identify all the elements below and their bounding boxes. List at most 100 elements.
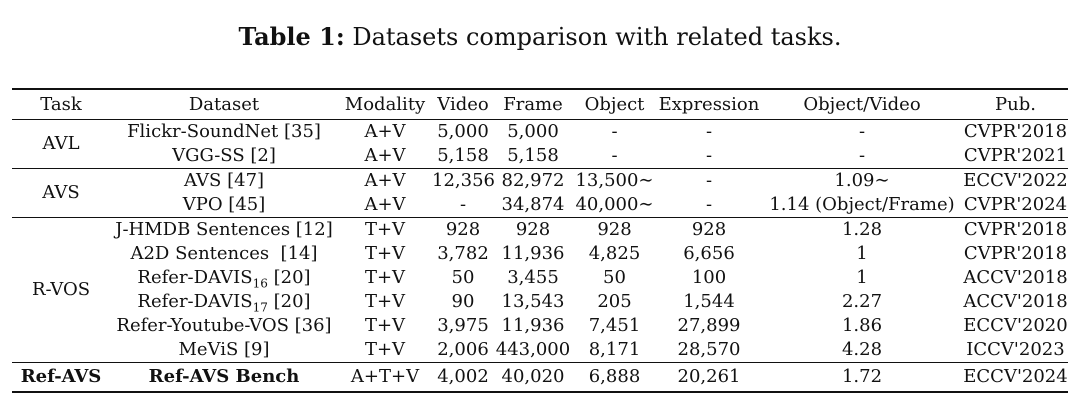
object-cell: 13,500∼: [575, 170, 654, 191]
pub-cell: ACCV'2018: [963, 267, 1068, 288]
object-video-cell: 1: [856, 243, 868, 264]
expression-cell: -: [657, 144, 761, 169]
dataset-cell: VGG-SS [2]: [110, 144, 338, 169]
task-cell: R-VOS: [31, 279, 91, 300]
expression-cell: -: [705, 170, 713, 191]
dataset-cell: Refer-DAVIS17 [20]: [110, 290, 338, 314]
dataset-cell: Flickr-SoundNet [35]: [127, 121, 321, 142]
header-frame: Frame: [503, 94, 563, 115]
frame-cell: 3,455: [507, 267, 559, 288]
video-cell: 3,975: [437, 315, 489, 336]
dataset-cell: J-HMDB Sentences [12]: [115, 219, 333, 240]
object-cell: 4,825: [588, 243, 641, 264]
pub-cell: CVPR'2018: [963, 121, 1068, 142]
task-cell: AVS: [12, 168, 110, 218]
dataset-cell: Refer-DAVIS16 [20]: [110, 266, 338, 290]
modality-cell: A+V: [338, 193, 432, 218]
modality-cell: A+T+V: [338, 362, 432, 393]
object-cell: 205: [597, 291, 632, 312]
dataset-subscript: 17: [252, 300, 268, 315]
header-expression: Expression: [658, 94, 760, 115]
expression-cell: 20,261: [657, 362, 761, 393]
header-modality: Modality: [344, 94, 426, 115]
dataset-cell: AVS [47]: [183, 170, 265, 191]
modality-cell: T+V: [364, 219, 406, 240]
video-cell: 2,006: [437, 339, 489, 360]
dataset-ref: [20]: [267, 291, 311, 312]
frame-cell: 5,000: [507, 121, 559, 142]
object-video-cell: -: [761, 144, 963, 169]
pub-cell: ECCV'2024: [963, 362, 1068, 393]
table-row: Refer-DAVIS16 [20] T+V 50 3,455 50 100 1…: [12, 266, 1068, 290]
expression-cell: 928: [691, 219, 727, 240]
expression-cell: 100: [691, 267, 727, 288]
caption-label: Table 1:: [238, 22, 345, 51]
object-cell: -: [611, 121, 618, 142]
header-video: Video: [437, 94, 489, 115]
header-task: Task: [40, 94, 82, 115]
table-row: VGG-SS [2] A+V 5,158 5,158 - - - CVPR'20…: [12, 144, 1068, 169]
video-cell: 12,356: [432, 170, 495, 191]
expression-cell: 28,570: [677, 339, 741, 360]
table-row: Ref-AVS Ref-AVS Bench A+T+V 4,002 40,020…: [12, 362, 1068, 393]
modality-cell: T+V: [364, 291, 406, 312]
dataset-cell: A2D Sentences [14]: [130, 243, 318, 264]
video-cell: 90: [451, 291, 475, 312]
pub-cell: CVPR'2018: [963, 243, 1068, 264]
dataset-cell: VPO [45]: [110, 193, 338, 218]
pub-cell: ECCV'2022: [963, 170, 1068, 191]
pub-cell: ECCV'2020: [963, 315, 1068, 336]
frame-cell: 443,000: [495, 339, 571, 360]
modality-cell: A+V: [338, 144, 432, 169]
frame-cell: 82,972: [501, 170, 565, 191]
object-cell: 8,171: [588, 339, 641, 360]
frame-cell: 40,020: [494, 362, 572, 393]
table-row: AVS AVS [47] A+V 12,356 82,972 13,500∼ -…: [12, 168, 1068, 218]
task-cell: Ref-AVS: [12, 362, 110, 393]
pub-cell: ACCV'2018: [963, 291, 1068, 312]
header-pub: Pub.: [995, 94, 1036, 115]
table-row: A2D Sentences [14] T+V 3,782 11,936 4,82…: [12, 242, 1068, 266]
object-video-cell: 1.09∼: [834, 170, 890, 191]
object-video-cell: 4.28: [841, 339, 883, 360]
frame-cell: 11,936: [501, 243, 565, 264]
header-dataset: Dataset: [188, 94, 260, 115]
expression-cell: 1,544: [683, 291, 735, 312]
modality-cell: A+V: [364, 170, 406, 191]
object-video-cell: 2.27: [841, 291, 883, 312]
video-cell: -: [432, 193, 494, 218]
pub-cell: CVPR'2018: [963, 219, 1068, 240]
video-cell: 5,158: [432, 144, 494, 169]
pub-cell: CVPR'2024: [963, 193, 1068, 218]
frame-cell: 34,874: [494, 193, 572, 218]
frame-cell: 5,158: [494, 144, 572, 169]
video-cell: 50: [451, 267, 475, 288]
frame-cell: 11,936: [501, 315, 565, 336]
expression-cell: -: [705, 121, 713, 142]
video-cell: 928: [445, 219, 481, 240]
table-row: MeViS [9] T+V 2,006 443,000 8,171 28,570…: [12, 338, 1068, 363]
header-object: Object: [584, 94, 645, 115]
modality-cell: T+V: [364, 339, 406, 360]
object-video-cell: 1.14 (Object/Frame): [761, 193, 963, 218]
object-video-cell: -: [858, 121, 866, 142]
dataset-ref: [20]: [267, 267, 311, 288]
modality-cell: T+V: [364, 267, 406, 288]
dataset-cell: Refer-Youtube-VOS [36]: [116, 315, 332, 336]
object-video-cell: 1.72: [761, 362, 963, 393]
dataset-subscript: 16: [252, 276, 268, 291]
dataset-name: Refer-DAVIS: [137, 267, 253, 288]
modality-cell: A+V: [364, 121, 406, 142]
header-row: Task Dataset Modality Video Frame Object…: [12, 89, 1068, 120]
frame-cell: 13,543: [501, 291, 565, 312]
object-cell: 7,451: [588, 315, 641, 336]
object-cell: -: [572, 144, 657, 169]
dataset-name: Refer-DAVIS: [137, 291, 253, 312]
caption-text: Datasets comparison with related tasks.: [352, 23, 842, 51]
table-row: R-VOS J-HMDB Sentences [12] T+V 928 928 …: [12, 218, 1068, 300]
table-row: Refer-DAVIS17 [20] T+V 90 13,543 205 1,5…: [12, 290, 1068, 314]
dataset-cell: Ref-AVS Bench: [110, 362, 338, 393]
video-cell: 5,000: [437, 121, 489, 142]
datasets-table: Task Dataset Modality Video Frame Object…: [12, 88, 1068, 393]
table-row: Refer-Youtube-VOS [36] T+V 3,975 11,936 …: [12, 314, 1068, 338]
